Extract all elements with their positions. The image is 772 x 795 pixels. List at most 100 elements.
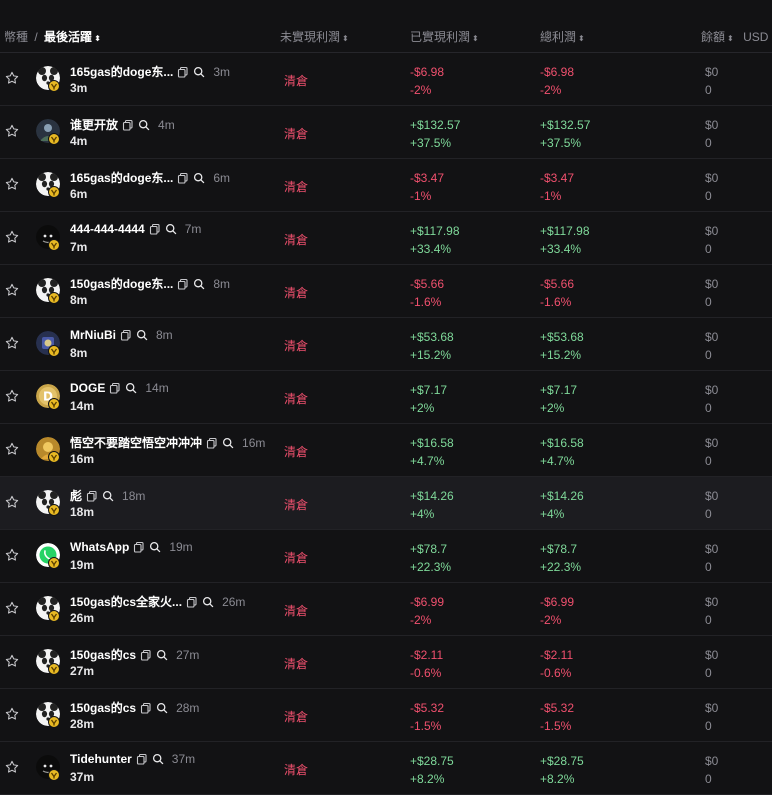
chain-badge-icon <box>48 451 60 463</box>
search-icon[interactable] <box>125 382 137 394</box>
star-icon[interactable] <box>4 600 20 616</box>
search-icon[interactable] <box>102 490 114 502</box>
token-name[interactable]: 150gas的cs <box>70 648 137 662</box>
token-name[interactable]: MrNiuBi <box>70 328 116 342</box>
last-active-sort-header[interactable]: 最後活躍 ⬍ <box>44 30 101 44</box>
copy-icon[interactable] <box>133 541 145 553</box>
total-profit-header[interactable]: 總利潤 ⬍ <box>540 28 585 45</box>
total-profit: +$53.68 +15.2% <box>540 328 584 364</box>
search-icon[interactable] <box>149 541 161 553</box>
token-name[interactable]: DOGE <box>70 381 106 395</box>
balance: $0 0 <box>705 63 718 99</box>
table-row[interactable]: Tidehunter 37m 37m 清倉 +$28.75 +8.2% +$28… <box>0 742 772 795</box>
star-icon[interactable] <box>4 335 20 351</box>
token-age: 6m <box>213 170 231 185</box>
token-name[interactable]: 444-444-4444 <box>70 222 145 236</box>
table-row[interactable]: D DOGE 14m 14m 清倉 +$7.17 +2% +$7.17 +2% … <box>0 371 772 424</box>
star-icon[interactable] <box>4 282 20 298</box>
table-row[interactable]: 150gas的cs 28m 28m 清倉 -$5.32 -1.5% -$5.32… <box>0 689 772 742</box>
star-icon[interactable] <box>4 653 20 669</box>
copy-icon[interactable] <box>122 119 134 131</box>
sort-icon: ⬍ <box>578 34 585 43</box>
total-profit-value: +$132.57 <box>540 118 591 132</box>
table-row[interactable]: 165gas的doge东... 6m 6m 清倉 -$3.47 -1% -$3.… <box>0 159 772 212</box>
star-icon[interactable] <box>4 176 20 192</box>
copy-icon[interactable] <box>140 702 152 714</box>
total-header-label: 總利潤 <box>540 30 577 44</box>
search-icon[interactable] <box>136 329 148 341</box>
table-row[interactable]: 谁更开放 4m 4m 清倉 +$132.57 +37.5% +$132.57 +… <box>0 106 772 159</box>
last-active-time: 28m <box>70 717 95 731</box>
search-icon[interactable] <box>156 649 168 661</box>
star-icon[interactable] <box>4 441 20 457</box>
star-icon[interactable] <box>4 547 20 563</box>
star-icon[interactable] <box>4 229 20 245</box>
table-row[interactable]: MrNiuBi 8m 8m 清倉 +$53.68 +15.2% +$53.68 … <box>0 318 772 371</box>
token-name[interactable]: 悟空不要踏空悟空冲冲冲 <box>70 436 203 450</box>
table-row[interactable]: WhatsApp 19m 19m 清倉 +$78.7 +22.3% +$78.7… <box>0 530 772 583</box>
realized-profit-value: -$5.32 <box>410 701 445 715</box>
token-column-header[interactable]: 幣種 / 最後活躍 ⬍ <box>4 28 101 45</box>
table-row[interactable]: 彪 18m 18m 清倉 +$14.26 +4% +$14.26 +4% $0 … <box>0 477 772 530</box>
copy-icon[interactable] <box>206 437 218 449</box>
total-profit-value: -$6.98 <box>540 65 575 79</box>
search-icon[interactable] <box>156 702 168 714</box>
search-icon[interactable] <box>165 223 177 235</box>
table-row[interactable]: 悟空不要踏空悟空冲冲冲 16m 16m 清倉 +$16.58 +4.7% +$1… <box>0 424 772 477</box>
table-row[interactable]: 150gas的cs全家火... 26m 26m 清倉 -$6.99 -2% -$… <box>0 583 772 636</box>
realized-profit: +$28.75 +8.2% <box>410 752 454 788</box>
total-profit: -$2.11 -0.6% <box>540 646 573 682</box>
balance: $0 0 <box>705 169 718 205</box>
last-active-time: 18m <box>70 505 95 519</box>
copy-icon[interactable] <box>109 382 121 394</box>
copy-icon[interactable] <box>120 329 132 341</box>
token-name-line: DOGE 14m <box>70 381 169 395</box>
search-icon[interactable] <box>193 172 205 184</box>
table-row[interactable]: 444-444-4444 7m 7m 清倉 +$117.98 +33.4% +$… <box>0 212 772 265</box>
search-icon[interactable] <box>138 119 150 131</box>
total-profit: -$5.32 -1.5% <box>540 699 574 735</box>
star-icon[interactable] <box>4 706 20 722</box>
copy-icon[interactable] <box>149 223 161 235</box>
unrealized-header-label: 未實現利潤 <box>280 30 341 44</box>
star-icon[interactable] <box>4 388 20 404</box>
table-row[interactable]: 150gas的cs 27m 27m 清倉 -$2.11 -0.6% -$2.11… <box>0 636 772 689</box>
token-name[interactable]: Tidehunter <box>70 752 132 766</box>
copy-icon[interactable] <box>140 649 152 661</box>
token-name[interactable]: WhatsApp <box>70 540 130 554</box>
total-profit: +$117.98 +33.4% <box>540 222 590 258</box>
total-profit-value: +$14.26 <box>540 489 584 503</box>
table-row[interactable]: 150gas的doge东... 8m 8m 清倉 -$5.66 -1.6% -$… <box>0 265 772 318</box>
unrealized-profit-header[interactable]: 未實現利潤 ⬍ <box>280 28 349 45</box>
token-name[interactable]: 彪 <box>70 489 83 503</box>
token-name[interactable]: 150gas的doge东... <box>70 277 174 291</box>
search-icon[interactable] <box>222 437 234 449</box>
token-name[interactable]: 150gas的cs <box>70 701 137 715</box>
total-profit-value: +$7.17 <box>540 383 578 397</box>
realized-profit-value: -$2.11 <box>410 648 444 662</box>
copy-icon[interactable] <box>186 596 198 608</box>
realized-profit-header[interactable]: 已實現利潤 ⬍ <box>410 28 479 45</box>
search-icon[interactable] <box>152 753 164 765</box>
star-icon[interactable] <box>4 494 20 510</box>
copy-icon[interactable] <box>86 490 98 502</box>
copy-icon[interactable] <box>177 278 189 290</box>
balance-qty: 0 <box>705 348 712 362</box>
search-icon[interactable] <box>193 66 205 78</box>
token-name[interactable]: 165gas的doge东... <box>70 65 174 79</box>
search-icon[interactable] <box>202 596 214 608</box>
copy-icon[interactable] <box>177 172 189 184</box>
balance-header[interactable]: 餘額 ⬍ USD <box>701 28 768 45</box>
token-name[interactable]: 165gas的doge东... <box>70 171 174 185</box>
star-icon[interactable] <box>4 759 20 775</box>
copy-icon[interactable] <box>136 753 148 765</box>
search-icon[interactable] <box>193 278 205 290</box>
realized-profit-value: -$6.99 <box>410 595 445 609</box>
currency-toggle[interactable]: USD <box>743 30 769 44</box>
copy-icon[interactable] <box>177 66 189 78</box>
table-row[interactable]: 165gas的doge东... 3m 3m 清倉 -$6.98 -2% -$6.… <box>0 53 772 106</box>
star-icon[interactable] <box>4 123 20 139</box>
star-icon[interactable] <box>4 70 20 86</box>
token-name[interactable]: 谁更开放 <box>70 118 119 132</box>
token-name[interactable]: 150gas的cs全家火... <box>70 595 183 609</box>
